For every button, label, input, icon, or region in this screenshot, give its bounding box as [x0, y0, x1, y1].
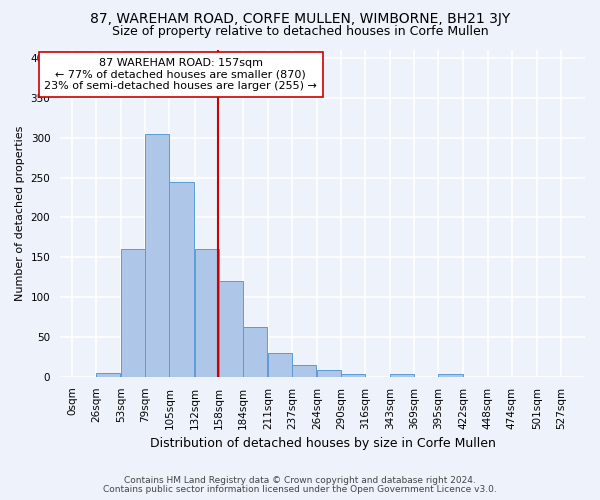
Bar: [145, 134, 169, 377]
Bar: [341, 374, 365, 377]
Bar: [96, 373, 121, 377]
Bar: [268, 353, 292, 377]
Bar: [292, 365, 316, 377]
Bar: [317, 370, 341, 377]
Bar: [390, 374, 415, 377]
Bar: [121, 250, 145, 377]
Bar: [169, 182, 194, 377]
Text: Contains HM Land Registry data © Crown copyright and database right 2024.: Contains HM Land Registry data © Crown c…: [124, 476, 476, 485]
Text: Contains public sector information licensed under the Open Government Licence v3: Contains public sector information licen…: [103, 484, 497, 494]
X-axis label: Distribution of detached houses by size in Corfe Mullen: Distribution of detached houses by size …: [149, 437, 496, 450]
Bar: [194, 250, 218, 377]
Text: 87, WAREHAM ROAD, CORFE MULLEN, WIMBORNE, BH21 3JY: 87, WAREHAM ROAD, CORFE MULLEN, WIMBORNE…: [90, 12, 510, 26]
Bar: [218, 281, 243, 377]
Text: Size of property relative to detached houses in Corfe Mullen: Size of property relative to detached ho…: [112, 25, 488, 38]
Text: 87 WAREHAM ROAD: 157sqm
← 77% of detached houses are smaller (870)
23% of semi-d: 87 WAREHAM ROAD: 157sqm ← 77% of detache…: [44, 58, 317, 91]
Y-axis label: Number of detached properties: Number of detached properties: [15, 126, 25, 301]
Bar: [439, 374, 463, 377]
Bar: [243, 326, 267, 377]
